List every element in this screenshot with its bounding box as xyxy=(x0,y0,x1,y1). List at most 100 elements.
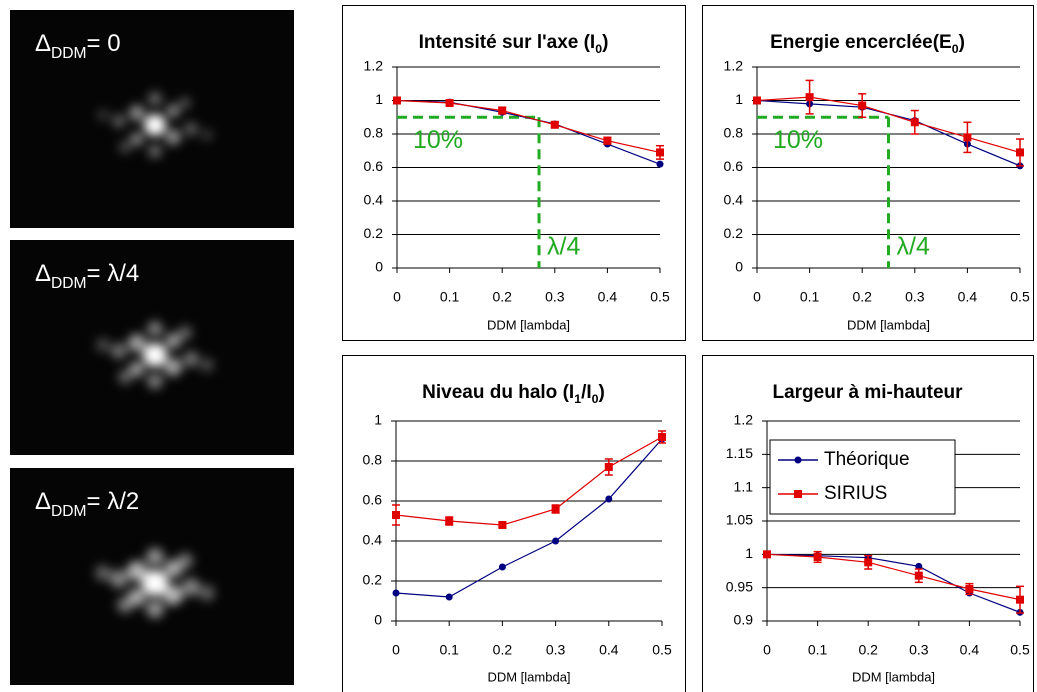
marker xyxy=(910,118,919,127)
psf-spot xyxy=(111,343,127,359)
marker xyxy=(445,593,453,601)
psf-spot xyxy=(183,351,199,367)
text-part: 0 xyxy=(592,392,599,406)
marker xyxy=(914,571,923,580)
y-tick-label: 0 xyxy=(374,612,382,628)
marker xyxy=(445,517,454,525)
text-part: Intensité sur l'axe (I xyxy=(419,32,596,53)
psf-spot xyxy=(164,560,182,578)
y-tick-label: 1.2 xyxy=(734,412,754,428)
marker xyxy=(392,589,400,597)
marker xyxy=(915,562,923,570)
marker xyxy=(445,99,454,108)
marker xyxy=(498,563,506,571)
marker xyxy=(498,106,507,115)
x-tick-label: 0.3 xyxy=(545,289,565,305)
x-tick-label: 0.1 xyxy=(808,642,828,658)
x-tick-label: 0 xyxy=(392,642,400,658)
psf-spot xyxy=(143,343,167,367)
psf-spot xyxy=(163,585,183,605)
marker xyxy=(658,433,666,441)
y-tick-label: 0.4 xyxy=(364,192,384,208)
psf-spot xyxy=(130,132,144,146)
psf-spot xyxy=(147,321,163,337)
psf-spot xyxy=(127,561,147,581)
legend-label: SIRIUS xyxy=(824,483,887,504)
x-tick-label: 0.4 xyxy=(599,642,619,658)
psf-spot xyxy=(95,565,111,581)
text-part: DDM xyxy=(51,275,87,292)
x-axis-label: DDM [lambda] xyxy=(487,669,570,684)
annotation: λ/4 xyxy=(897,233,930,261)
legend-box xyxy=(769,439,956,515)
x-tick-label: 0.2 xyxy=(852,289,872,305)
x-tick-label: 0.2 xyxy=(858,642,878,658)
x-tick-label: 0.4 xyxy=(960,642,980,658)
annotation: 10% xyxy=(413,126,463,154)
psf-spot xyxy=(201,129,213,141)
series-line xyxy=(766,553,1021,601)
text-part: = λ/2 xyxy=(87,488,140,515)
psf-spot xyxy=(144,114,166,136)
chart-frame xyxy=(342,5,686,341)
marker xyxy=(392,511,400,519)
x-tick-label: 0.1 xyxy=(440,289,460,305)
psf-spot xyxy=(146,600,164,618)
marker xyxy=(551,505,560,513)
psf-spot xyxy=(142,570,168,596)
psf-spot xyxy=(199,585,215,601)
x-tick-label: 0.4 xyxy=(958,289,978,305)
legend-marker xyxy=(794,490,802,498)
chart-frame xyxy=(342,355,686,692)
psf-spot xyxy=(146,548,164,566)
psf-spots xyxy=(95,548,215,618)
x-axis-label: DDM [lambda] xyxy=(487,317,570,332)
psf-spot xyxy=(177,553,193,569)
marker xyxy=(1016,148,1024,157)
text-part: /I xyxy=(581,382,592,403)
psf-spot xyxy=(112,114,126,128)
text-part: 0 xyxy=(595,42,602,56)
x-tick-label: 0.4 xyxy=(598,289,618,305)
psf-spot xyxy=(164,358,182,376)
psf-spot xyxy=(117,597,133,613)
x-tick-label: 0.3 xyxy=(546,642,566,658)
psf-spots xyxy=(97,92,213,158)
text-part: = λ/4 xyxy=(87,260,140,287)
series-line xyxy=(395,438,663,598)
marker xyxy=(864,558,873,567)
y-tick-label: 0.2 xyxy=(724,225,744,241)
marker xyxy=(498,521,507,529)
y-tick-label: 0.6 xyxy=(724,158,744,174)
x-tick-label: 0.1 xyxy=(800,289,820,305)
psf-spot xyxy=(118,370,132,384)
image-label: ΔDDM= 0 xyxy=(35,30,121,61)
text-part: = 0 xyxy=(87,30,121,57)
psf-spots xyxy=(96,321,214,389)
marker xyxy=(813,553,822,561)
marker xyxy=(763,550,771,559)
y-tick-label: 0 xyxy=(735,259,743,275)
series-line xyxy=(395,436,663,526)
text-part: ) xyxy=(602,32,608,53)
series-line xyxy=(756,96,1021,154)
psf-spot xyxy=(148,92,162,106)
marker xyxy=(1016,595,1024,604)
x-tick-label: 0.3 xyxy=(905,289,925,305)
marker xyxy=(656,160,664,168)
text-part: Energie encerclée(E xyxy=(770,32,952,53)
y-tick-label: 0.9 xyxy=(734,612,754,628)
chart-title: Niveau du halo (I1/I0) xyxy=(422,382,605,406)
text-part: 0 xyxy=(952,42,959,56)
text-part: ) xyxy=(599,382,605,403)
y-tick-label: 0.4 xyxy=(724,192,744,208)
marker xyxy=(550,120,559,129)
psf-spot xyxy=(147,373,163,389)
text-part: Δ xyxy=(35,488,51,515)
marker xyxy=(963,133,972,142)
marker xyxy=(605,495,613,503)
psf-spot xyxy=(119,141,131,153)
chart-title: Intensité sur l'axe (I0) xyxy=(419,32,609,56)
y-tick-label: 1 xyxy=(374,412,382,428)
